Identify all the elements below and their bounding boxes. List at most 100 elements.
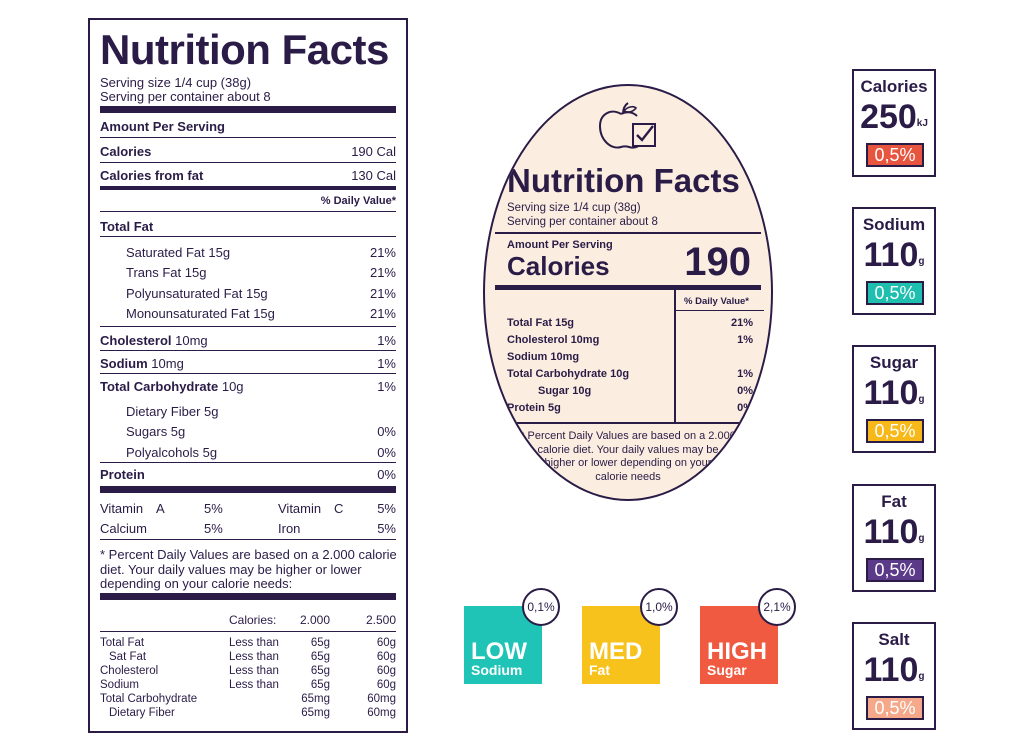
table-row-c2: 60g <box>376 665 396 677</box>
fat-value: 21% <box>369 245 396 260</box>
table-row-c1: 65mg <box>301 693 330 705</box>
oval-footnote: * Percent Daily Values are based on a 2.… <box>485 430 771 484</box>
badge-percent: 0,5% <box>866 143 924 167</box>
amount-per-serving: Amount Per Serving <box>100 119 225 134</box>
divider <box>495 422 761 424</box>
table-row-name: Dietary Fiber <box>109 707 175 719</box>
vitamin-a-letter: A <box>156 501 165 516</box>
badge-value: 110 <box>863 651 919 689</box>
oval-row-label: Cholesterol 10mg <box>507 334 600 346</box>
table-row-name: Total Carbohydrate <box>100 693 198 705</box>
level-tag-nutrient: Fat <box>589 662 610 678</box>
carb-amount: 10g <box>221 379 244 394</box>
fat-label: Saturated Fat 15g <box>126 245 231 260</box>
badge-value: 250 <box>860 98 917 136</box>
oval-row: Total Fat 15g 21% <box>507 317 753 329</box>
table-row-c1: 65g <box>310 637 330 649</box>
divider <box>100 162 396 163</box>
fat-row: Polyunsaturated Fat 15g 21% <box>100 286 396 301</box>
fat-value: 21% <box>369 265 396 280</box>
calories-fat-label: Calories from fat <box>100 168 204 183</box>
fat-value: 21% <box>369 286 396 301</box>
carb-item-row: Polyalcohols 5g 0% <box>100 445 396 460</box>
level-tag-percent: 0,1% <box>522 588 560 626</box>
protein-row: Protein 0% <box>100 467 396 482</box>
carb-item-label: Dietary Fiber 5g <box>126 404 219 419</box>
oval-calories-value: 190 <box>684 240 751 284</box>
level-tag-low: LOW Sodium <box>464 606 542 684</box>
fat-label: Polyunsaturated Fat 15g <box>126 286 268 301</box>
level-tag-percent: 1,0% <box>640 588 678 626</box>
oval-row-label: Total Carbohydrate 10g <box>507 368 630 380</box>
vitamin-c-letter: C <box>334 501 344 516</box>
table-row-name: Total Fat <box>100 637 145 649</box>
oval-serving-size: Serving size 1/4 cup (38g) <box>507 202 641 214</box>
oval-row-label: Sugar 10g <box>538 385 592 397</box>
iron-value: 5% <box>377 521 396 536</box>
calories-label: Calories <box>100 144 152 159</box>
table-row-cond: Less than <box>229 651 279 663</box>
level-tag-percent: 2,1% <box>758 588 796 626</box>
oval-row-value: 0% <box>737 402 753 414</box>
oval-row-value: 1% <box>737 334 753 346</box>
vitamin-a-value: 5% <box>204 501 223 516</box>
table-row-c1: 65g <box>310 665 330 677</box>
table-row-cond: Less than <box>229 679 279 691</box>
badge-percent: 0,5% <box>866 696 924 720</box>
medium-rule <box>100 186 396 190</box>
divider <box>100 236 396 237</box>
badge-unit: g <box>918 533 925 544</box>
fat-row: Monounsaturated Fat 15g 21% <box>100 306 396 321</box>
badge-value-wrap: 250kJ <box>854 98 934 137</box>
badge-percent: 0,5% <box>866 558 924 582</box>
level-tag-nutrient: Sodium <box>471 662 523 678</box>
column-divider <box>674 290 676 422</box>
calories-value: 190 Cal <box>351 144 396 159</box>
table-row-c1: 65g <box>310 651 330 663</box>
oval-daily-value-header: % Daily Value* <box>684 296 749 307</box>
divider <box>495 232 761 234</box>
oval-footnote-line: * Percent Daily Values are based on a 2.… <box>520 430 736 442</box>
fat-row: Trans Fat 15g 21% <box>100 265 396 280</box>
level-tag-level: LOW <box>471 638 527 665</box>
badge-value: 110 <box>863 236 919 274</box>
oval-row-label: Sodium 10mg <box>507 351 580 363</box>
table-row-cond: Less than <box>229 665 279 677</box>
level-tag-level: MED <box>589 638 643 665</box>
oval-footnote-line: calorie diet. Your daily values may be <box>537 443 719 456</box>
divider <box>100 631 396 632</box>
oval-row: Protein 5g 0% <box>507 402 753 414</box>
badge-percent: 0,5% <box>866 281 924 305</box>
table-row-c2: 60mg <box>367 693 396 705</box>
nutrition-label-oval: Nutrition Facts Serving size 1/4 cup (38… <box>483 84 773 501</box>
daily-value-header: % Daily Value* <box>320 195 396 207</box>
table-header-label: Calories: <box>229 613 277 627</box>
thick-rule <box>100 106 396 113</box>
thick-rule <box>495 285 761 290</box>
oval-row: Sodium 10mg <box>507 351 753 363</box>
vitamin-c-value: 5% <box>377 501 396 516</box>
badge-value: 110 <box>863 374 919 412</box>
oval-calories-label: Calories <box>507 251 610 281</box>
protein-label: Protein <box>100 467 145 482</box>
thick-rule <box>100 593 396 600</box>
carb-item-label: Sugars 5g <box>126 424 186 439</box>
badge-value: 110 <box>863 513 919 551</box>
badge-sodium: Sodium 110g 0,5% <box>852 207 936 315</box>
table-row-c2: 60mg <box>367 707 396 719</box>
calories-row: Calories 190 Cal <box>100 144 396 159</box>
carb-item-row: Sugars 5g 0% <box>100 424 396 439</box>
thick-rule <box>100 486 396 493</box>
carb-row: Total Carbohydrate 10g 1% <box>100 379 396 394</box>
oval-amount-per-serving: Amount Per Serving <box>507 239 613 251</box>
cholesterol-row: Cholesterol 10mg 1% <box>100 333 396 348</box>
fat-value: 21% <box>369 306 396 321</box>
badge-value-wrap: 110g <box>854 236 934 275</box>
table-row-cond: Less than <box>229 637 279 649</box>
badge-fat: Fat 110g 0,5% <box>852 484 936 592</box>
calcium-label: Calcium <box>100 521 147 536</box>
calories-fat-row: Calories from fat 130 Cal <box>100 168 396 183</box>
badge-unit: kJ <box>916 118 928 129</box>
oval-row-value: 21% <box>730 317 753 329</box>
footnote-line: diet. Your daily values may be higher or… <box>100 562 362 577</box>
